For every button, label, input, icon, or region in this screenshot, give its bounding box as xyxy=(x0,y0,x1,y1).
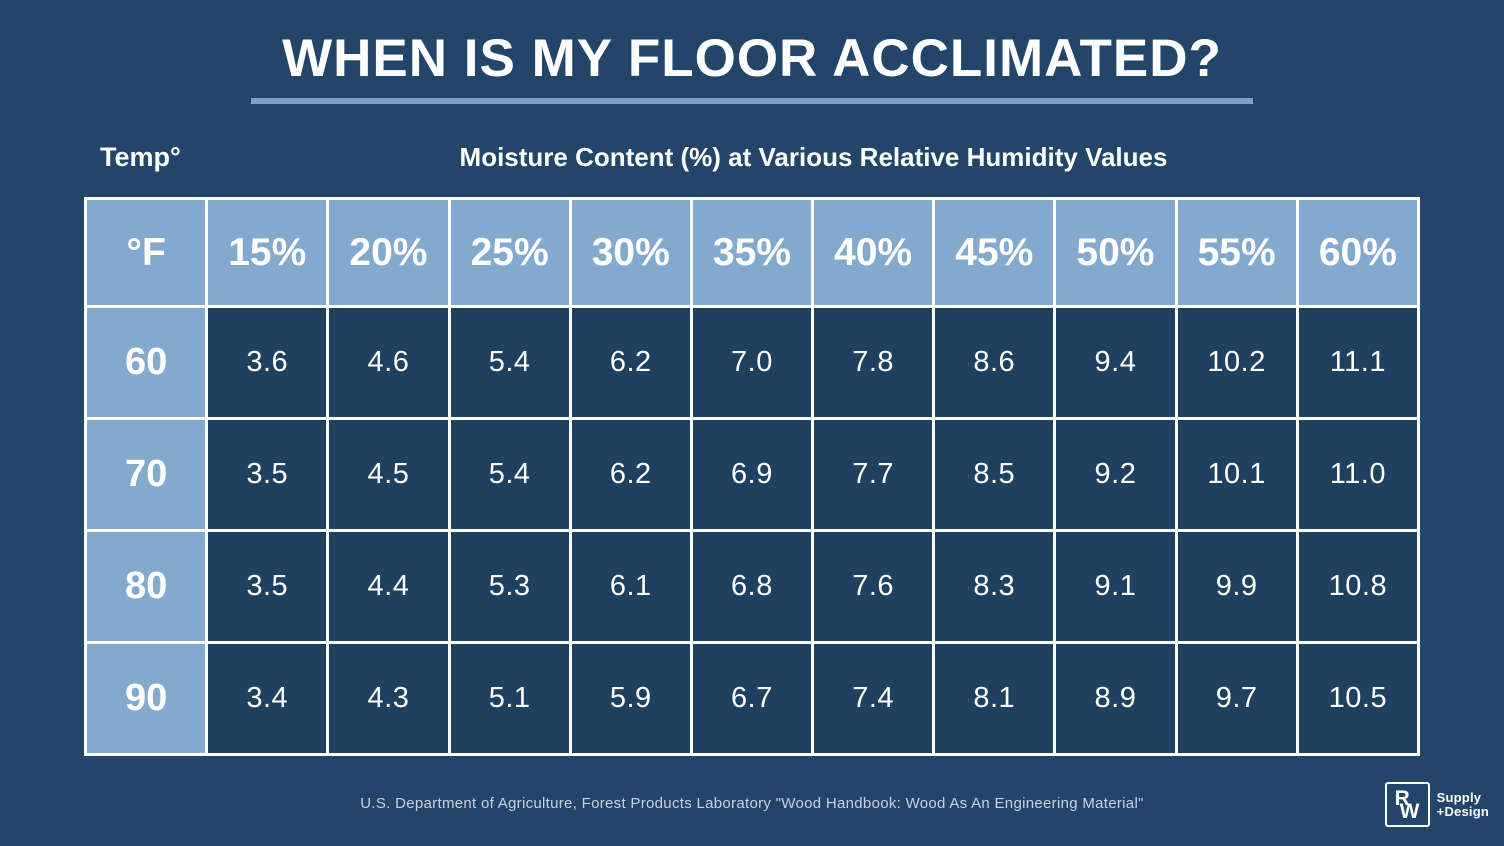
moisture-content-table: °F 15% 20% 25% 30% 35% 40% 45% 50% 55% 60% 60 3.6 4.… xyxy=(83,197,1421,756)
moisture-value-cell: 11.0 xyxy=(1295,417,1421,532)
logo-letter-w: W xyxy=(1399,800,1420,823)
humidity-header-cell: 30% xyxy=(568,197,693,308)
corner-header-cell: °F xyxy=(83,197,209,308)
humidity-header-cell: 15% xyxy=(205,197,330,308)
humidity-header-cell: 35% xyxy=(689,197,815,308)
moisture-value-cell: 6.2 xyxy=(568,417,693,532)
table-row: 80 3.5 4.4 5.3 6.1 6.8 7.6 8.3 9.1 9.9 10.8 xyxy=(83,529,1421,644)
moisture-value-cell: 7.0 xyxy=(689,305,815,420)
moisture-value-cell: 3.6 xyxy=(205,305,330,420)
moisture-value-cell: 4.5 xyxy=(326,417,451,532)
moisture-value-cell: 8.1 xyxy=(932,641,1057,756)
moisture-value-cell: 3.5 xyxy=(205,417,330,532)
table-row: 60 3.6 4.6 5.4 6.2 7.0 7.8 8.6 9.4 10.2 11.1 xyxy=(83,305,1421,420)
temp-column-label: Temp° xyxy=(100,142,181,172)
table-header-row: °F 15% 20% 25% 30% 35% 40% 45% 50% 55% 60% xyxy=(83,197,1421,308)
moisture-value-cell: 6.9 xyxy=(689,417,815,532)
table-row: 70 3.5 4.5 5.4 6.2 6.9 7.7 8.5 9.2 10.1 11.0 xyxy=(83,417,1421,532)
moisture-value-cell: 11.1 xyxy=(1295,305,1421,420)
moisture-value-cell: 9.9 xyxy=(1174,529,1299,644)
moisture-value-cell: 9.7 xyxy=(1174,641,1299,756)
table-subtitle: Moisture Content (%) at Various Relative… xyxy=(459,142,1168,172)
humidity-header-cell: 25% xyxy=(447,197,572,308)
moisture-value-cell: 8.3 xyxy=(932,529,1057,644)
moisture-value-cell: 4.6 xyxy=(326,305,451,420)
moisture-value-cell: 7.8 xyxy=(811,305,936,420)
moisture-value-cell: 10.2 xyxy=(1174,305,1299,420)
moisture-value-cell: 5.4 xyxy=(447,417,572,532)
moisture-value-cell: 6.7 xyxy=(689,641,815,756)
humidity-header-cell: 45% xyxy=(932,197,1057,308)
moisture-value-cell: 8.5 xyxy=(932,417,1057,532)
moisture-value-cell: 9.4 xyxy=(1053,305,1178,420)
logo-line-design: +Design xyxy=(1436,803,1489,819)
moisture-value-cell: 5.3 xyxy=(447,529,572,644)
moisture-value-cell: 9.1 xyxy=(1053,529,1178,644)
moisture-value-cell: 7.4 xyxy=(811,641,936,756)
moisture-value-cell: 9.2 xyxy=(1053,417,1178,532)
moisture-value-cell: 7.7 xyxy=(811,417,936,532)
temp-row-header: 70 xyxy=(83,417,209,532)
title-underline xyxy=(251,98,1253,104)
humidity-header-cell: 40% xyxy=(811,197,936,308)
moisture-value-cell: 5.9 xyxy=(568,641,693,756)
moisture-value-cell: 6.2 xyxy=(568,305,693,420)
brand-logo: R W Supply +Design xyxy=(1384,782,1489,827)
logo-letter-r: R xyxy=(1394,787,1410,810)
source-citation: U.S. Department of Agriculture, Forest P… xyxy=(360,795,1144,812)
moisture-value-cell: 4.4 xyxy=(326,529,451,644)
humidity-header-cell: 55% xyxy=(1174,197,1299,308)
temp-row-header: 90 xyxy=(83,641,209,756)
logo-wordmark: Supply +Design xyxy=(1436,789,1489,819)
moisture-value-cell: 10.1 xyxy=(1174,417,1299,532)
table-labels-row: Temp° Moisture Content (%) at Various Re… xyxy=(0,142,1504,176)
moisture-value-cell: 8.6 xyxy=(932,305,1057,420)
logo-line-supply: Supply xyxy=(1436,789,1482,805)
moisture-value-cell: 7.6 xyxy=(811,529,936,644)
moisture-value-cell: 6.1 xyxy=(568,529,693,644)
rw-monogram-icon: R W xyxy=(1384,782,1430,827)
temp-row-header: 80 xyxy=(83,529,209,644)
moisture-value-cell: 3.5 xyxy=(205,529,330,644)
humidity-header-cell: 50% xyxy=(1053,197,1178,308)
humidity-header-cell: 60% xyxy=(1295,197,1421,308)
table-row: 90 3.4 4.3 5.1 5.9 6.7 7.4 8.1 8.9 9.7 10.5 xyxy=(83,641,1421,756)
moisture-value-cell: 3.4 xyxy=(205,641,330,756)
moisture-value-cell: 6.8 xyxy=(689,529,815,644)
page-title: WHEN IS MY FLOOR ACCLIMATED? xyxy=(282,29,1222,88)
moisture-value-cell: 5.1 xyxy=(447,641,572,756)
moisture-value-cell: 10.8 xyxy=(1295,529,1421,644)
moisture-value-cell: 4.3 xyxy=(326,641,451,756)
moisture-value-cell: 8.9 xyxy=(1053,641,1178,756)
moisture-value-cell: 10.5 xyxy=(1295,641,1421,756)
humidity-header-cell: 20% xyxy=(326,197,451,308)
temp-row-header: 60 xyxy=(83,305,209,420)
moisture-value-cell: 5.4 xyxy=(447,305,572,420)
